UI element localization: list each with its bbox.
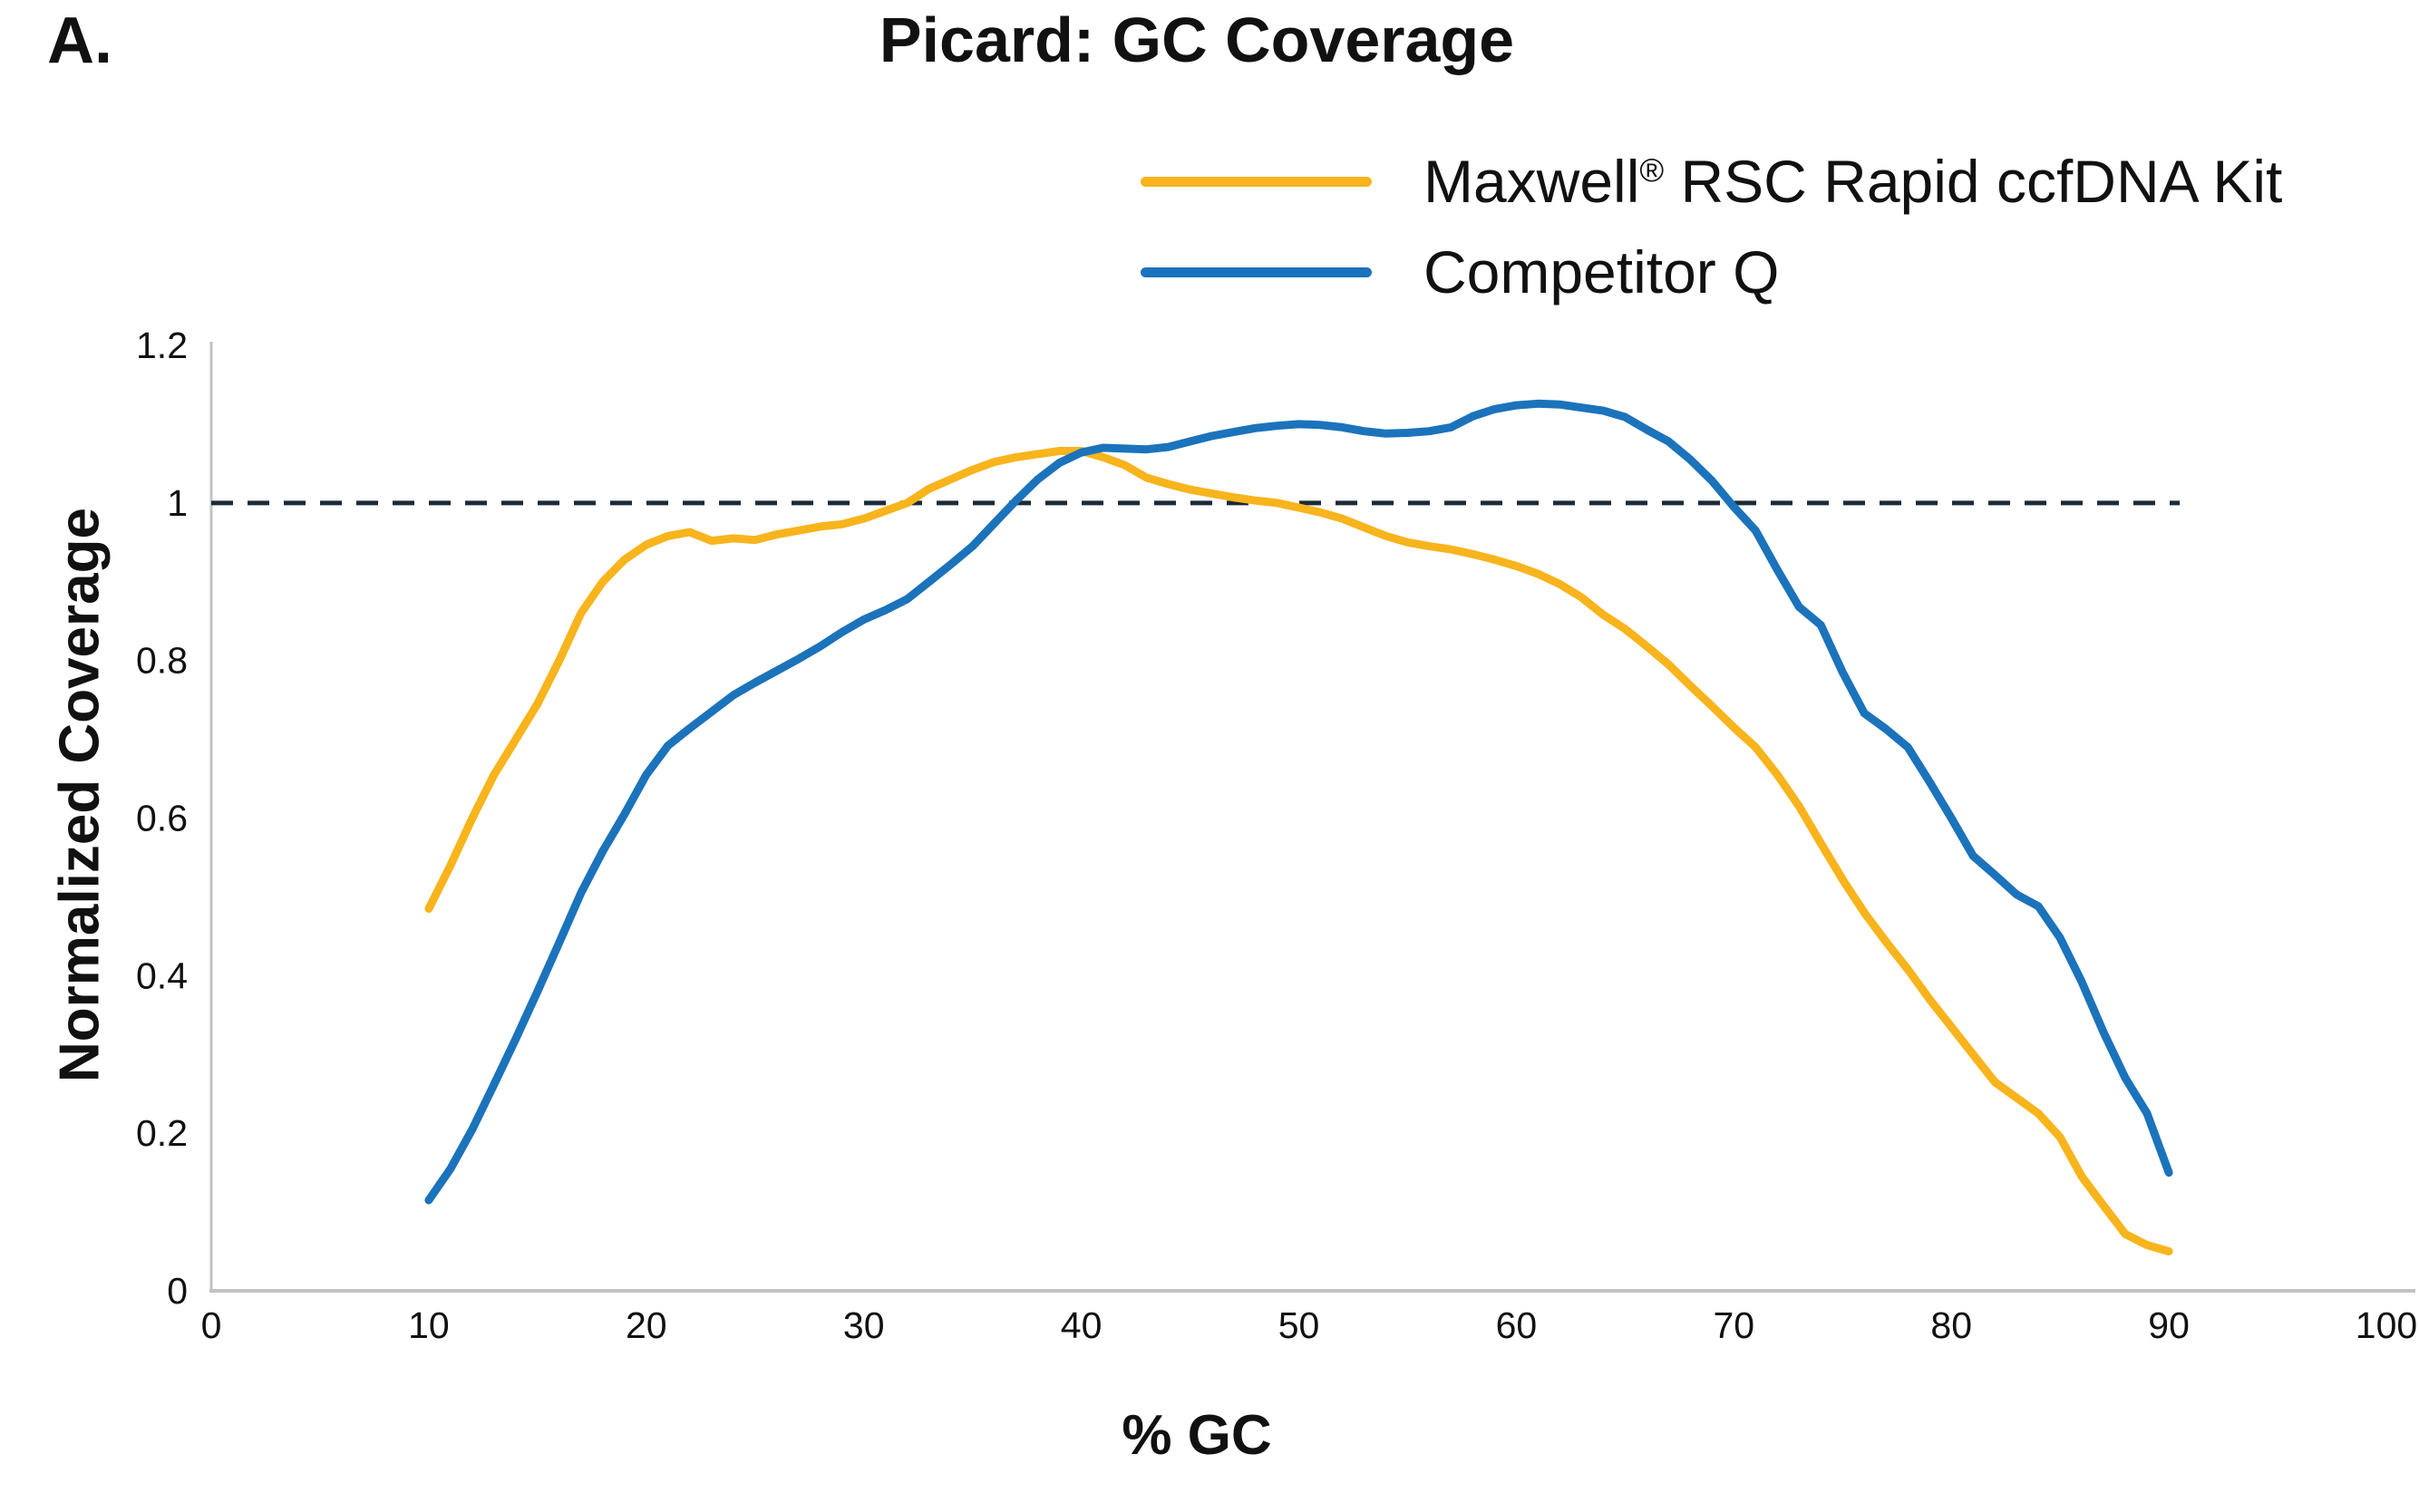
legend-swatch-competitor: [1141, 267, 1372, 277]
legend-label-competitor: Competitor Q: [1423, 238, 1780, 305]
chart-title: Picard: GC Coverage: [879, 5, 1515, 75]
x-tick-label: 100: [2356, 1304, 2417, 1346]
x-axis-title: % GC: [1122, 1404, 1272, 1467]
legend-item-competitor: Competitor Q: [1141, 227, 2282, 317]
y-tick-label: 0.6: [136, 798, 188, 839]
x-tick-label: 70: [1713, 1304, 1754, 1346]
series-line-maxwell: [424, 447, 2173, 1255]
x-tick-label: 40: [1061, 1304, 1103, 1346]
y-tick-label: 0.2: [136, 1112, 188, 1154]
x-tick-label: 90: [2148, 1304, 2190, 1346]
series-line-competitor: [424, 399, 2173, 1205]
y-tick-label: 0: [167, 1270, 188, 1312]
x-tick-label: 10: [408, 1304, 450, 1346]
legend-label-maxwell-pre: Maxwell: [1423, 148, 1640, 215]
panel-label: A.: [47, 5, 112, 77]
x-tick-label: 80: [1930, 1304, 1972, 1346]
registered-trademark-icon: ®: [1639, 151, 1665, 189]
x-tick-label: 20: [626, 1304, 667, 1346]
x-tick-label: 0: [201, 1304, 222, 1346]
y-tick-label: 1: [167, 482, 188, 524]
y-tick-label: 1.2: [136, 325, 188, 366]
legend-label-maxwell-post: RSC Rapid ccfDNA Kit: [1664, 148, 2283, 215]
legend-label-maxwell: Maxwell® RSC Rapid ccfDNA Kit: [1423, 151, 2282, 211]
x-tick-label: 30: [843, 1304, 885, 1346]
legend-item-maxwell: Maxwell® RSC Rapid ccfDNA Kit: [1141, 136, 2282, 227]
legend-swatch-maxwell: [1141, 176, 1372, 187]
legend: Maxwell® RSC Rapid ccfDNA Kit Competitor…: [1141, 136, 2282, 317]
x-tick-label: 50: [1278, 1304, 1320, 1346]
y-tick-label: 0.4: [136, 955, 188, 996]
x-tick-label: 60: [1496, 1304, 1538, 1346]
y-tick-label: 0.8: [136, 640, 188, 682]
